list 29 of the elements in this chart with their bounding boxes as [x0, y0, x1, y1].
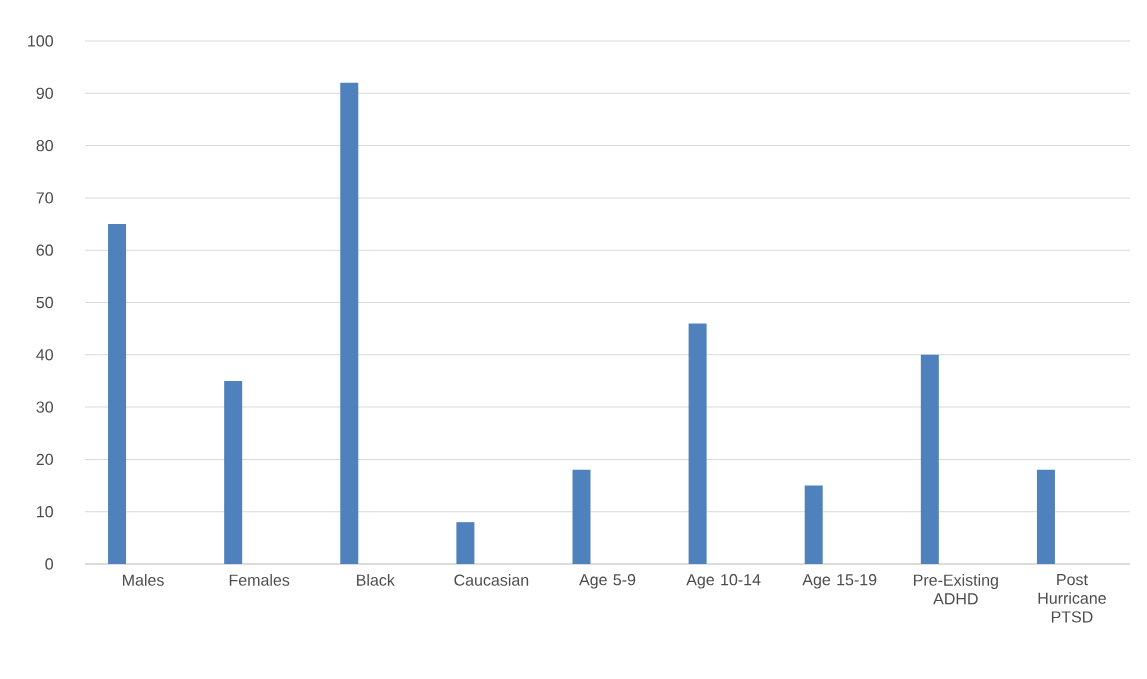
bar — [456, 522, 475, 564]
y-tick-label: 70 — [36, 192, 53, 204]
bar — [108, 224, 127, 564]
bar — [804, 485, 823, 564]
y-tick-label: 20 — [36, 453, 53, 466]
x-tick-label: Age 5-9 — [579, 574, 636, 589]
bar — [224, 380, 243, 564]
bar — [1036, 469, 1055, 564]
x-tick-label: Post Hurricane PTSD — [1038, 574, 1106, 623]
x-tick-label: Females — [229, 574, 290, 586]
y-tick-label: 60 — [36, 244, 53, 256]
bar — [920, 354, 939, 564]
y-tick-label: 0 — [45, 558, 54, 570]
x-tick-label: Caucasian — [454, 574, 529, 586]
x-tick-label: Males — [123, 574, 164, 586]
bar — [688, 323, 707, 564]
y-tick-label: 10 — [37, 506, 53, 518]
y-tick-label: 90 — [36, 87, 53, 99]
x-tick-label: Black — [357, 574, 395, 586]
x-tick-label: Age 15-19 — [802, 574, 877, 589]
y-tick-label: 30 — [36, 401, 53, 413]
y-tick-label: 40 — [36, 349, 53, 361]
bar — [572, 469, 591, 564]
x-tick-label: Pre-Existing ADHD — [914, 574, 998, 605]
y-tick-label: 100 — [28, 35, 53, 47]
y-tick-label: 50 — [36, 296, 53, 309]
y-tick-label: 80 — [36, 139, 53, 152]
x-tick-label: Age 10-14 — [686, 574, 761, 589]
bar — [340, 82, 359, 564]
